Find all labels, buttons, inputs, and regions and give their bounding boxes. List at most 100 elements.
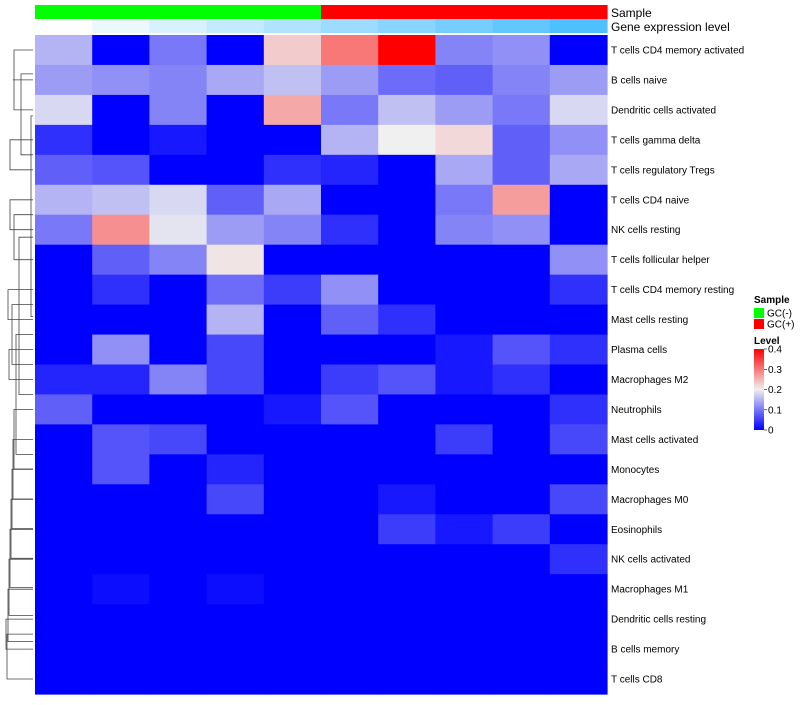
heatmap-cell <box>149 634 208 665</box>
heatmap-cell <box>378 94 436 126</box>
heatmap-cell <box>263 544 322 575</box>
dendrogram-branch <box>15 334 33 455</box>
heatmap-cell <box>435 664 494 695</box>
heatmap-cell <box>35 154 93 186</box>
row-label: Plasma cells <box>611 345 667 356</box>
heatmap-cell <box>206 154 265 186</box>
legend-level-ticks: 0.4 0.3 0.2 0.1 0 <box>764 345 782 437</box>
gene-level-annotation-cell <box>263 19 322 33</box>
dendrogram-branch <box>8 349 33 380</box>
heatmap-cell <box>263 364 322 396</box>
heatmap-cell <box>92 64 150 96</box>
gene-expression-level-label: Gene expression level <box>611 20 730 34</box>
heatmap-cell <box>263 214 322 246</box>
heatmap-cell <box>149 214 208 246</box>
heatmap-cell <box>149 64 208 96</box>
heatmap-cell <box>263 664 322 695</box>
dendrogram-branch <box>30 115 33 317</box>
heatmap-cell <box>206 274 265 306</box>
heatmap-cell <box>92 364 150 396</box>
heatmap-cell <box>92 35 150 66</box>
legend-level-colorbar <box>754 349 764 430</box>
row-label: Monocytes <box>611 465 659 476</box>
heatmap-cell <box>549 394 608 425</box>
heatmap-cell <box>378 214 436 246</box>
heatmap-cell <box>378 604 436 635</box>
heatmap-cell <box>149 35 208 66</box>
heatmap-cell <box>435 304 494 336</box>
heatmap-cell <box>492 454 551 485</box>
sample-annotation-cell <box>492 5 551 19</box>
heatmap-cell <box>378 544 436 575</box>
heatmap-cell <box>378 304 436 336</box>
heatmap-cell <box>435 454 494 485</box>
heatmap-cell <box>92 574 150 605</box>
heatmap-cell <box>206 634 265 665</box>
heatmap-cell <box>206 94 265 126</box>
heatmap-cell <box>321 154 379 186</box>
sample-annotation-cell <box>149 5 208 19</box>
legend-sample-swatch <box>754 308 764 318</box>
row-label: B cells memory <box>611 645 679 656</box>
gene-level-annotation-cell <box>206 19 265 33</box>
dendrogram-branch <box>6 633 33 680</box>
sample-annotation-label: Sample <box>611 6 652 20</box>
row-label: Macrophages M0 <box>611 495 689 506</box>
legend-sample-label: GC(+) <box>767 320 795 331</box>
row-label: Macrophages M1 <box>611 585 689 596</box>
gene-level-annotation-cell <box>492 19 551 33</box>
heatmap-cell <box>35 544 93 575</box>
legend-sample-swatch <box>754 319 764 329</box>
heatmap-cells <box>35 35 608 695</box>
legend: Sample GC(-)GC(+) Level 0.4 0.3 0.2 0.1 0 <box>754 295 795 437</box>
heatmap-cell <box>206 574 265 605</box>
heatmap-cell <box>263 394 322 425</box>
heatmap-cell <box>149 454 208 485</box>
heatmap-cell <box>549 604 608 635</box>
heatmap-cell <box>35 124 93 156</box>
heatmap-cell <box>263 94 322 126</box>
heatmap-cell <box>549 334 608 366</box>
heatmap-cell <box>263 64 322 96</box>
legend-level-tick-label: 0 <box>768 426 774 437</box>
sample-annotation-cell <box>435 5 494 19</box>
sample-annotation-cell <box>378 5 436 19</box>
heatmap-cell <box>549 574 608 605</box>
heatmap-cell <box>492 484 551 515</box>
heatmap-cell <box>378 424 436 455</box>
heatmap-cell <box>35 244 93 276</box>
heatmap-cell <box>92 544 150 575</box>
row-label: T cells gamma delta <box>611 135 701 146</box>
legend-level-tick-label: 0.1 <box>768 405 782 416</box>
heatmap-cell <box>492 604 551 635</box>
heatmap-cell <box>92 304 150 336</box>
heatmap-cell <box>35 184 93 216</box>
heatmap-cell <box>321 424 379 455</box>
heatmap-cell <box>35 214 93 246</box>
heatmap-cell <box>321 454 379 485</box>
dendrogram-branch <box>13 214 33 261</box>
heatmap-cell <box>35 304 93 336</box>
legend-sample-entries: GC(-)GC(+) <box>754 308 795 331</box>
heatmap-cell <box>492 214 551 246</box>
heatmap-cell <box>35 514 93 545</box>
heatmap-cell <box>435 604 494 635</box>
heatmap-cell <box>263 154 322 186</box>
heatmap-cell <box>263 634 322 665</box>
heatmap-cell <box>206 514 265 545</box>
heatmap-cell <box>149 94 208 126</box>
dendrogram-branch <box>9 139 33 171</box>
heatmap-cell <box>149 274 208 306</box>
row-label: NK cells resting <box>611 225 680 236</box>
heatmap-cell <box>435 64 494 96</box>
heatmap-cell <box>321 64 379 96</box>
heatmap-cell <box>549 124 608 156</box>
heatmap-cell <box>378 274 436 306</box>
heatmap-cell <box>92 424 150 455</box>
heatmap-cell <box>549 304 608 336</box>
dendrogram-branch <box>12 439 33 500</box>
heatmap-cell <box>263 424 322 455</box>
dendrogram-branch <box>13 409 33 470</box>
heatmap-cell <box>149 244 208 276</box>
